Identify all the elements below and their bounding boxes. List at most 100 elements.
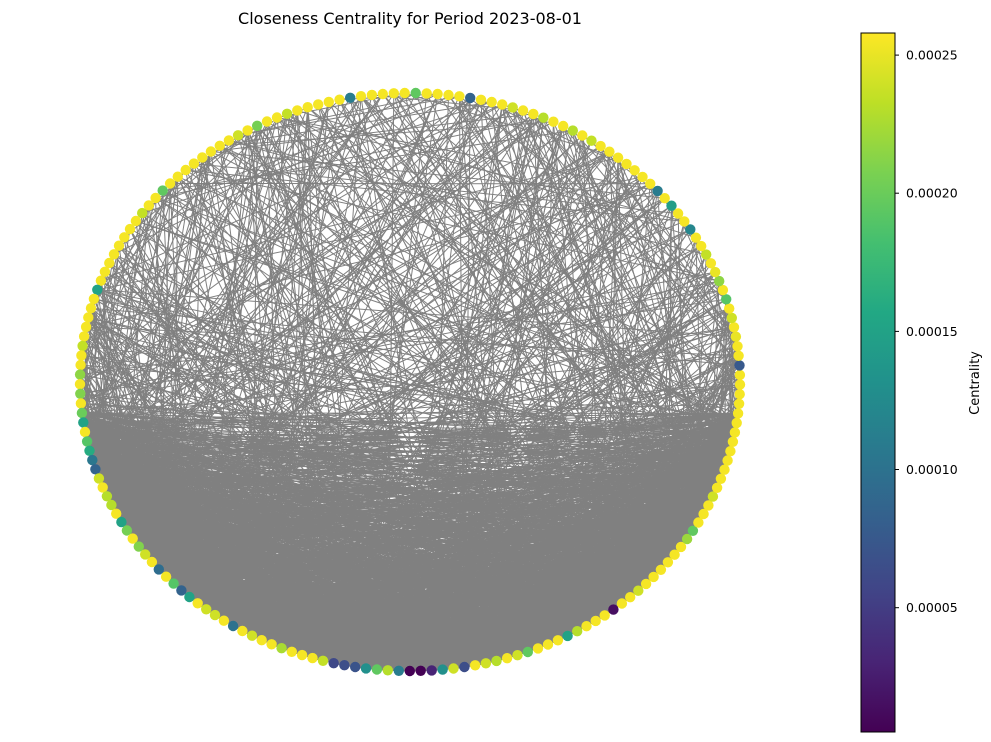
colorbar-tick-label: 0.00025	[906, 48, 958, 63]
network-edge	[84, 431, 647, 585]
network-node	[480, 658, 492, 669]
colorbar-tick-label: 0.00020	[906, 186, 958, 201]
network-node	[465, 92, 476, 104]
network-node	[345, 92, 356, 104]
network-edge	[501, 104, 587, 627]
network-edge	[80, 402, 647, 585]
network-node	[237, 625, 248, 637]
network-node	[108, 249, 120, 260]
network-edge	[458, 96, 465, 668]
network-node	[507, 102, 518, 113]
network-edge	[91, 176, 179, 461]
network-edge	[111, 151, 610, 506]
network-node	[681, 533, 693, 545]
network-node	[722, 455, 733, 466]
network-node	[313, 99, 324, 110]
network-node	[528, 108, 539, 120]
colorbar-ticks: 0.00005 0.00010 0.00015 0.00020 0.00025	[895, 48, 958, 615]
network-node	[725, 446, 736, 457]
network-edge	[398, 487, 718, 672]
network-edge	[84, 431, 293, 653]
network-edge	[415, 92, 614, 610]
network-node	[382, 665, 393, 676]
network-edge	[649, 183, 709, 506]
network-node	[197, 152, 208, 163]
network-edge	[223, 620, 465, 668]
network-edge	[155, 197, 740, 405]
network-node	[599, 610, 610, 621]
network-edge	[79, 130, 574, 385]
network-node	[729, 427, 741, 438]
network-node	[133, 541, 144, 552]
network-edge	[90, 307, 234, 627]
network-edge	[276, 117, 658, 192]
network-node	[85, 303, 97, 314]
network-node	[548, 116, 559, 127]
network-edge	[214, 93, 439, 616]
network-edge	[83, 422, 735, 433]
network-node	[629, 165, 640, 176]
network-edge	[162, 190, 728, 461]
network-edge	[79, 374, 234, 627]
network-node	[124, 223, 136, 235]
network-node	[687, 525, 699, 536]
network-node	[734, 369, 746, 381]
network-node	[377, 88, 388, 100]
network-node	[201, 604, 212, 615]
network-node	[205, 146, 217, 157]
network-edge	[210, 151, 578, 632]
network-node	[87, 454, 98, 466]
network-node	[717, 284, 729, 296]
network-edge	[312, 289, 724, 659]
network-node	[724, 303, 735, 314]
network-node	[733, 350, 744, 361]
network-node	[371, 664, 383, 675]
network-edge	[496, 135, 583, 661]
network-edge	[339, 93, 438, 101]
network-edge	[93, 298, 737, 424]
network-edge	[87, 440, 693, 532]
network-node	[307, 652, 318, 664]
network-edge	[126, 228, 691, 531]
network-edge	[145, 522, 699, 555]
network-edge	[291, 183, 651, 653]
network-node	[586, 135, 597, 146]
network-node	[79, 426, 91, 438]
network-edge	[202, 156, 699, 523]
network-edge	[151, 125, 564, 563]
network-edge	[339, 99, 682, 548]
network-node	[679, 216, 690, 227]
network-edge	[382, 93, 694, 532]
network-node	[168, 578, 179, 589]
network-edge	[95, 468, 614, 611]
network-edge	[261, 176, 643, 641]
network-edge	[552, 121, 714, 497]
network-edge	[111, 403, 740, 506]
network-node	[209, 609, 221, 621]
network-edge	[93, 298, 623, 604]
network-node	[728, 322, 740, 333]
network-node	[366, 89, 378, 101]
network-edge	[232, 478, 722, 627]
network-node	[360, 663, 372, 674]
network-edge	[185, 169, 465, 668]
network-edge	[562, 125, 699, 523]
network-edge	[138, 546, 378, 670]
network-edge	[286, 113, 741, 376]
network-node	[558, 120, 569, 132]
network-edge	[138, 345, 738, 548]
network-node	[218, 615, 230, 626]
network-edge	[189, 522, 699, 598]
network-edge	[155, 117, 544, 199]
network-node	[707, 491, 719, 502]
network-edge	[256, 125, 669, 563]
network-node	[581, 621, 592, 632]
network-node	[286, 646, 297, 657]
network-edge	[79, 121, 554, 385]
network-edge	[317, 104, 549, 645]
network-node	[437, 664, 448, 675]
network-edge	[185, 169, 685, 222]
network-node	[730, 331, 742, 342]
network-node	[710, 266, 721, 278]
network-node	[77, 340, 88, 352]
